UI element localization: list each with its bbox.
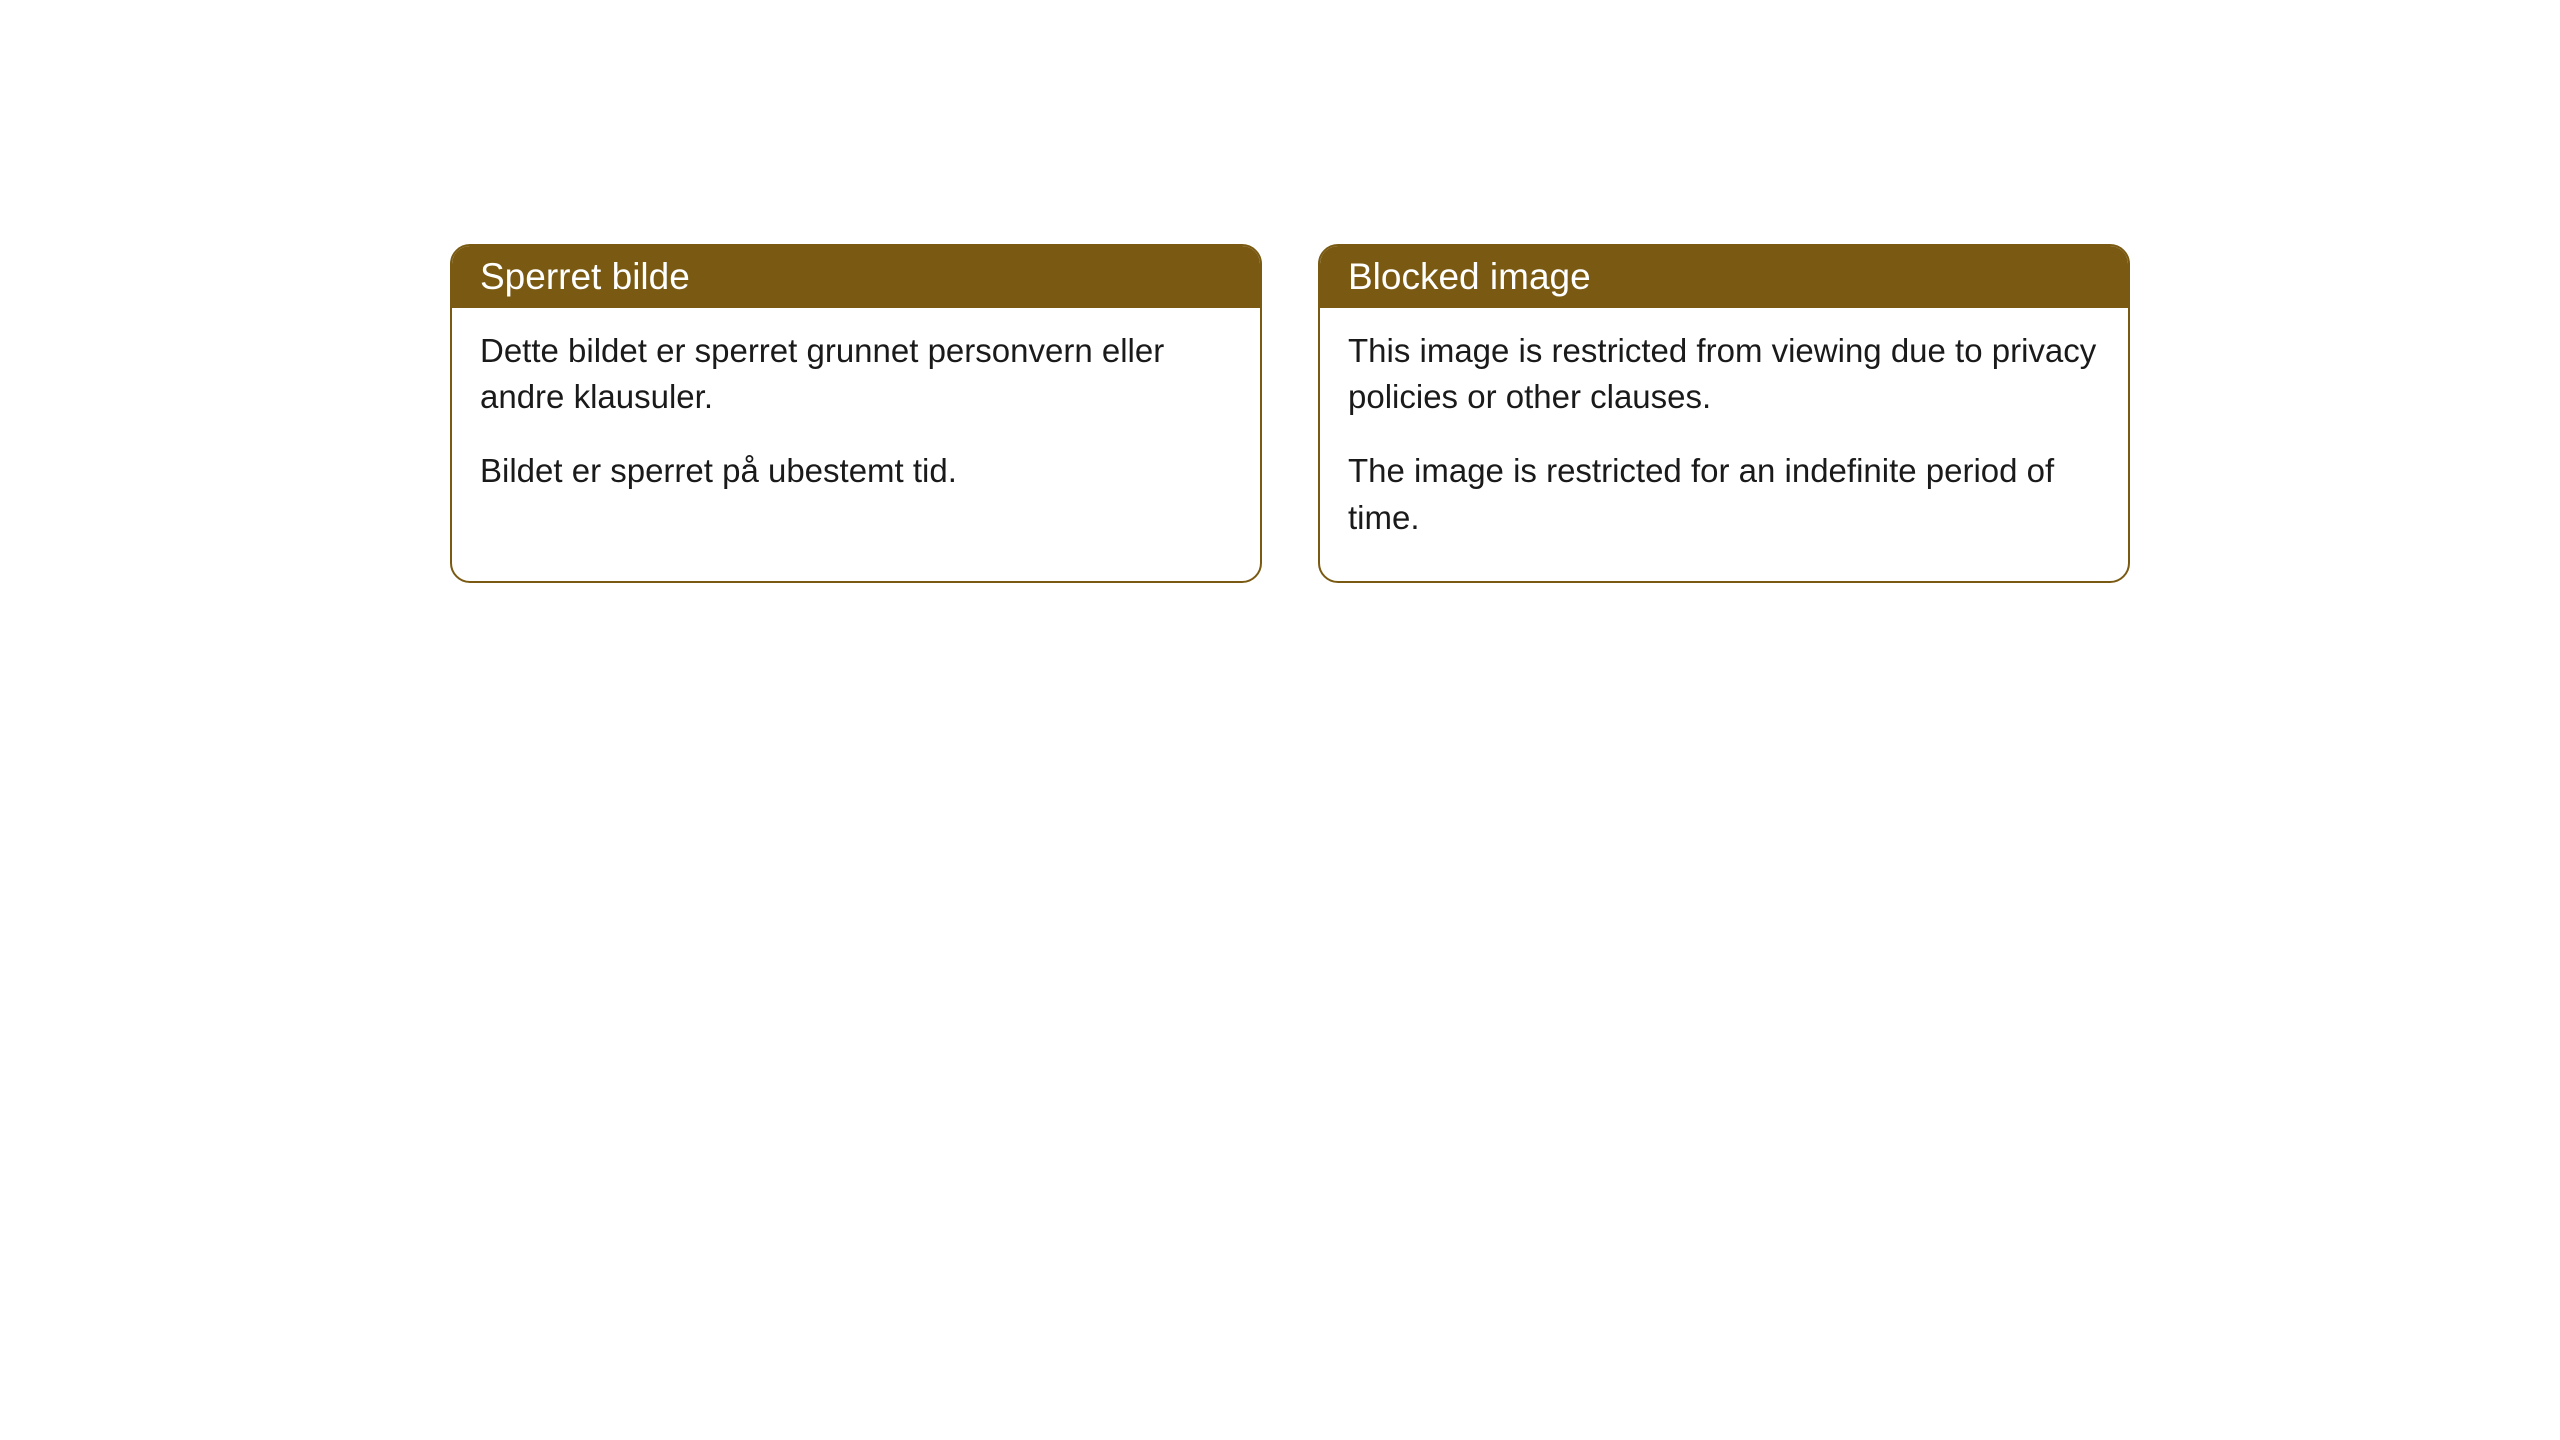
card-body: Dette bildet er sperret grunnet personve… — [452, 308, 1260, 535]
card-paragraph: This image is restricted from viewing du… — [1348, 328, 2100, 420]
blocked-image-card-no: Sperret bilde Dette bildet er sperret gr… — [450, 244, 1262, 583]
card-paragraph: Bildet er sperret på ubestemt tid. — [480, 448, 1232, 494]
cards-container: Sperret bilde Dette bildet er sperret gr… — [450, 244, 2130, 583]
card-header: Blocked image — [1320, 246, 2128, 308]
card-header: Sperret bilde — [452, 246, 1260, 308]
card-paragraph: Dette bildet er sperret grunnet personve… — [480, 328, 1232, 420]
card-body: This image is restricted from viewing du… — [1320, 308, 2128, 581]
card-paragraph: The image is restricted for an indefinit… — [1348, 448, 2100, 540]
blocked-image-card-en: Blocked image This image is restricted f… — [1318, 244, 2130, 583]
